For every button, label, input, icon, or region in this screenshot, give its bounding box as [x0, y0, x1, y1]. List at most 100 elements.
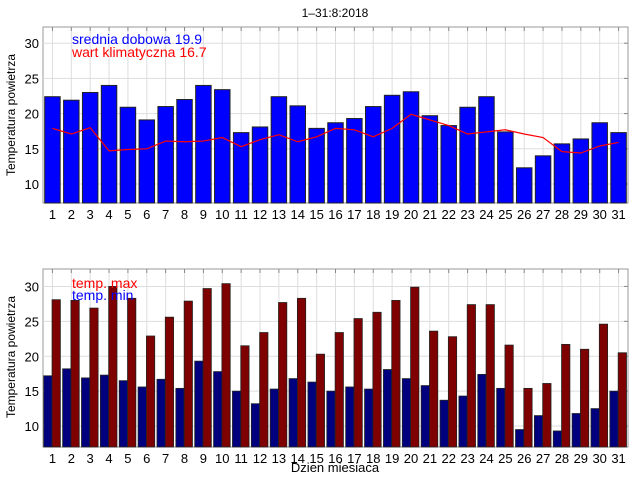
- x-tick-label: 25: [498, 451, 512, 466]
- bar-temp-min: [175, 387, 185, 448]
- bar-temp-min: [269, 388, 279, 448]
- y-tick-label: 10: [25, 177, 39, 192]
- x-tick-label: 25: [498, 207, 512, 222]
- bar-srednia-dobowa: [365, 106, 382, 204]
- x-tick-label: 19: [385, 207, 399, 222]
- bar-temp-min: [364, 388, 374, 448]
- x-tick-label: 26: [517, 451, 531, 466]
- x-tick-label: 1: [49, 451, 56, 466]
- y-tick-labels: 10 15 20 25 30: [25, 279, 39, 434]
- bar-temp-min: [118, 380, 128, 448]
- bar-temp-min: [609, 390, 619, 448]
- x-tick-label: 22: [441, 207, 455, 222]
- bar-temp-max: [485, 304, 495, 448]
- bar-temp-max: [580, 348, 590, 448]
- x-tick-label: 10: [215, 451, 229, 466]
- bar-temp-max: [259, 332, 269, 448]
- bar-srednia-dobowa: [195, 84, 212, 204]
- x-tick-label: 24: [479, 451, 493, 466]
- x-tick-label: 15: [309, 207, 323, 222]
- legend-temp-min: temp. min: [72, 287, 133, 303]
- bar-temp-min: [515, 429, 525, 448]
- bar-temp-min: [439, 399, 449, 448]
- bar-temp-max: [70, 300, 80, 448]
- bar-temp-max: [240, 345, 250, 448]
- bar-temp-min: [43, 375, 53, 448]
- x-tick-label: 14: [291, 207, 305, 222]
- bar-temp-min: [420, 385, 430, 448]
- bar-temp-min: [194, 360, 204, 448]
- bar-temp-min: [81, 377, 91, 448]
- x-tick-label: 20: [404, 207, 418, 222]
- x-tick-labels: 1 2 3 4 5 6 7 8 9 10 11 12 13 14 15 16 17 18 19 20 21 22 23 24 2…: [49, 207, 626, 222]
- bar-temp-max: [466, 304, 476, 448]
- y-tick-label: 25: [25, 314, 39, 329]
- bar-srednia-dobowa: [610, 132, 627, 204]
- x-tick-label: 30: [592, 451, 606, 466]
- bar-temp-max: [391, 300, 401, 448]
- x-tick-label: 21: [423, 207, 437, 222]
- y-tick-label: 20: [25, 107, 39, 122]
- bar-srednia-dobowa: [459, 106, 476, 204]
- x-tick-label: 27: [536, 451, 550, 466]
- bar-srednia-dobowa: [157, 106, 174, 204]
- bar-temp-max: [617, 352, 627, 448]
- bar-temp-min: [232, 390, 242, 448]
- x-tick-label: 5: [124, 451, 131, 466]
- x-tick-label: 6: [143, 207, 150, 222]
- x-tick-label: 28: [555, 207, 569, 222]
- y-tick-label: 20: [25, 349, 39, 364]
- x-tick-label: 12: [253, 451, 267, 466]
- x-tick-label: 23: [460, 451, 474, 466]
- x-tick-label: 18: [366, 451, 380, 466]
- bar-temp-max: [561, 343, 571, 448]
- x-tick-label: 14: [291, 451, 305, 466]
- legend-climatic-value: wart klimatyczna 16.7: [71, 44, 207, 60]
- x-tick-label: 13: [272, 451, 286, 466]
- x-tick-label: 3: [87, 207, 94, 222]
- x-tick-label: 29: [574, 207, 588, 222]
- bar-srednia-dobowa: [402, 91, 420, 204]
- bar-srednia-dobowa: [138, 119, 156, 204]
- y-tick-label: 10: [25, 419, 39, 434]
- bar-srednia-dobowa: [44, 96, 61, 204]
- bar-temp-min: [477, 374, 487, 448]
- y-axis-label: Temperatura powietrza: [4, 296, 18, 418]
- line-climatic-value: [52, 113, 619, 154]
- x-tick-label: 26: [517, 207, 531, 222]
- bar-temp-max: [598, 323, 609, 448]
- x-tick-label: 7: [162, 207, 169, 222]
- legend-daily-mean: srednia dobowa 19.9: [72, 31, 202, 47]
- bar-temp-max: [372, 311, 382, 448]
- bar-temp-min: [156, 378, 166, 448]
- x-tick-label: 5: [124, 207, 131, 222]
- bar-temp-min: [552, 430, 562, 448]
- bars-min-max: [43, 283, 627, 448]
- bar-temp-max: [334, 332, 344, 448]
- y-tick-label: 30: [25, 36, 39, 51]
- bar-temp-min: [534, 415, 544, 448]
- x-tick-label: 16: [328, 207, 342, 222]
- bar-temp-max: [146, 335, 156, 448]
- bar-temp-max: [315, 353, 325, 448]
- x-tick-label: 19: [385, 451, 399, 466]
- bar-temp-min: [213, 371, 223, 448]
- bar-srednia-dobowa: [534, 155, 552, 204]
- bar-srednia-dobowa: [440, 125, 457, 204]
- chart-title: 1–31:8:2018: [302, 6, 369, 20]
- bar-temp-min: [288, 378, 298, 448]
- bar-srednia-dobowa: [478, 96, 495, 204]
- x-tick-label: 8: [181, 451, 188, 466]
- bar-temp-max: [410, 286, 420, 448]
- x-tick-label: 17: [347, 207, 361, 222]
- x-tick-label: 11: [234, 207, 248, 222]
- x-tick-label: 2: [68, 207, 75, 222]
- x-tick-label: 18: [366, 207, 380, 222]
- bar-temp-min: [496, 387, 506, 448]
- bar-srednia-dobowa: [63, 99, 80, 204]
- x-tick-label: 9: [200, 207, 207, 222]
- x-tick-label: 13: [272, 207, 286, 222]
- bar-temp-max: [202, 288, 212, 448]
- bar-srednia-dobowa: [214, 89, 231, 204]
